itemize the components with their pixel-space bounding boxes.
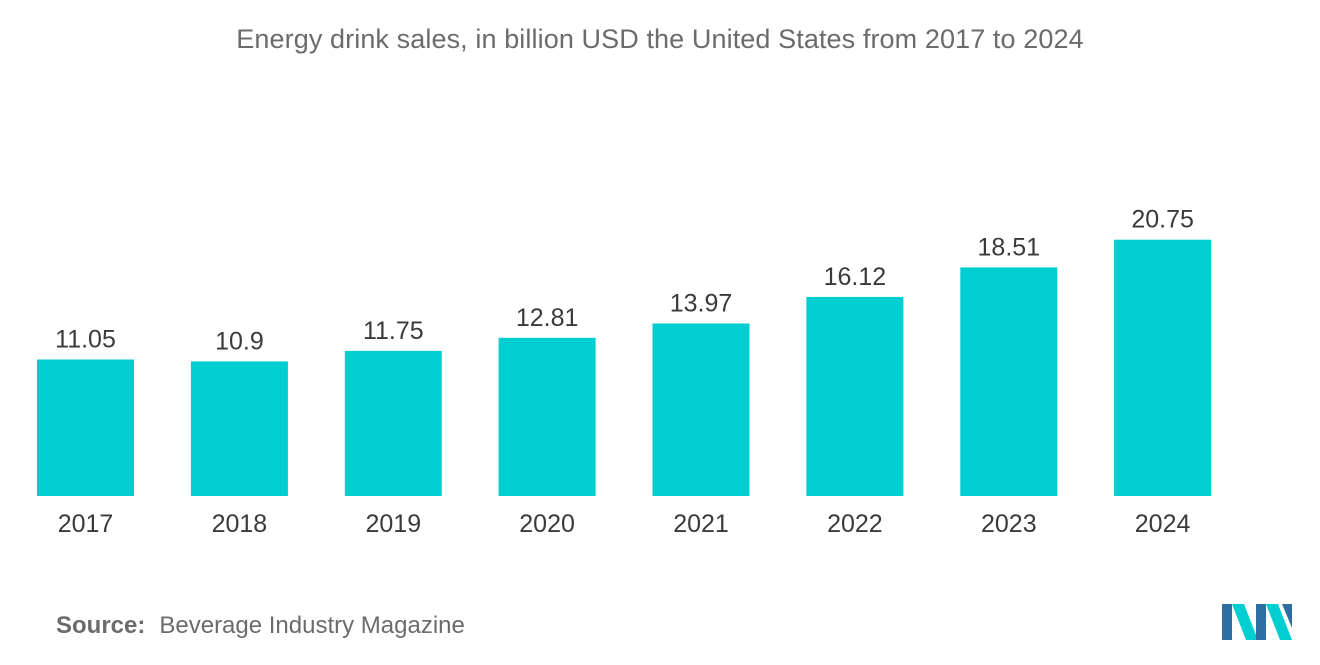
bar-2020 [498, 337, 596, 496]
value-label-2019: 11.75 [363, 317, 424, 345]
value-label-2022: 16.12 [824, 263, 887, 291]
x-tick-label-2021: 2021 [673, 510, 729, 538]
x-tick-label-2019: 2019 [365, 510, 421, 538]
source-line: Source: Beverage Industry Magazine [56, 612, 465, 640]
source-label: Source: [56, 612, 146, 639]
value-label-2023: 18.51 [978, 233, 1041, 261]
value-label-2018: 10.9 [215, 327, 264, 355]
value-label-2021: 13.97 [670, 290, 733, 318]
x-tick-label-2023: 2023 [981, 510, 1037, 538]
bar-2017 [37, 359, 134, 496]
x-tick-label-2022: 2022 [827, 510, 883, 538]
value-label-2024: 20.75 [1131, 206, 1194, 234]
x-tick-labels-layer: 2017 2018 2019 2020 2021 2022 2023 2024 [58, 510, 1191, 538]
x-tick-label-2017: 2017 [58, 510, 114, 538]
value-label-2017: 11.05 [55, 326, 116, 354]
x-tick-label-2024: 2024 [1135, 510, 1191, 538]
bar-2018 [190, 361, 288, 496]
chart-title: Energy drink sales, in billion USD the U… [236, 24, 1084, 54]
bar-2019 [344, 350, 442, 496]
x-tick-label-2020: 2020 [519, 510, 575, 538]
value-label-2020: 12.81 [516, 304, 579, 332]
bar-2024 [1114, 239, 1212, 496]
mordor-intelligence-logo-icon [1222, 604, 1292, 640]
source-text: Beverage Industry Magazine [159, 612, 465, 639]
bar-2021 [652, 323, 750, 496]
bar-2022 [806, 296, 904, 496]
bars-layer [37, 239, 1212, 496]
bar-2023 [960, 267, 1058, 496]
value-labels-layer: 11.05 10.9 11.75 12.81 13.97 16.12 18.51 20.75 [55, 206, 1194, 356]
x-tick-label-2018: 2018 [212, 510, 268, 538]
